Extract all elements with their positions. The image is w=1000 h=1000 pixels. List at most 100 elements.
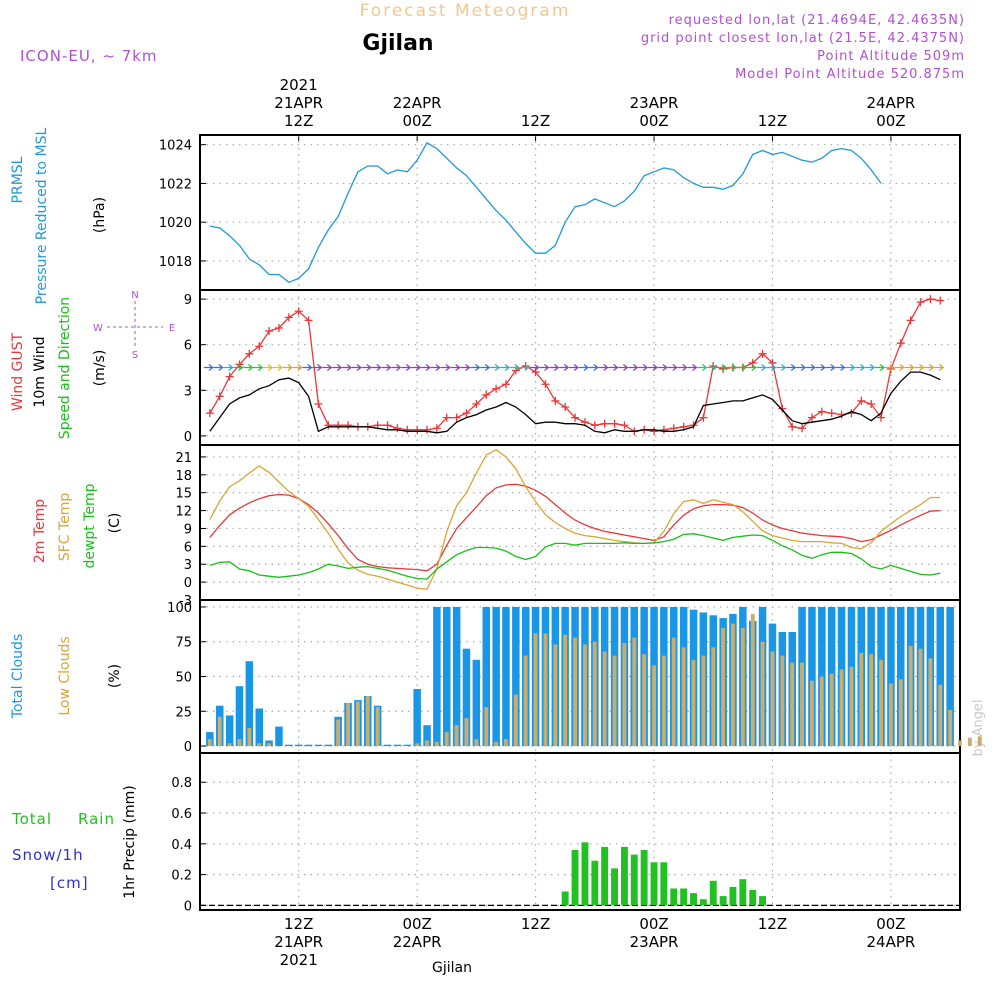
low-cloud-bar xyxy=(938,684,943,746)
wind-arrow xyxy=(559,364,570,371)
wind-arrow xyxy=(430,364,441,371)
tick-label: 0.8 xyxy=(171,776,192,791)
low-cloud-bar xyxy=(928,658,933,746)
low-cloud-bar xyxy=(908,645,913,746)
compass-rose: N S W E xyxy=(93,290,175,361)
tick-label: -3 xyxy=(179,594,192,609)
gust-marker xyxy=(492,384,501,393)
tick-label: 6 xyxy=(184,540,192,555)
low-cloud-bar xyxy=(948,709,953,747)
total-cloud-bar xyxy=(433,607,441,747)
tick-label: 25 xyxy=(175,705,192,720)
tick-label: 21 xyxy=(175,451,192,466)
gust-marker xyxy=(304,316,313,325)
wind-arrow xyxy=(509,364,520,371)
wind-arrow xyxy=(875,364,886,371)
top-time-label: 24APR xyxy=(866,94,915,112)
low-cloud-bar xyxy=(454,725,459,747)
bottom-time-label: 21APR xyxy=(274,933,323,951)
bottom-time-label: 12Z xyxy=(521,915,550,933)
low-cloud-bar xyxy=(888,683,893,747)
low-cloud-bar xyxy=(257,743,262,747)
top-time-label: 21APR xyxy=(274,94,323,112)
gust-marker xyxy=(867,399,876,408)
low-cloud-bar xyxy=(869,654,874,746)
rain-bar xyxy=(690,893,697,906)
compass-s: S xyxy=(132,350,138,361)
gust-marker xyxy=(590,421,599,430)
rain-bar xyxy=(591,860,599,906)
low-cloud-bar xyxy=(652,665,656,747)
low-cloud-bar xyxy=(701,655,706,746)
top-time-label: 00Z xyxy=(639,112,668,130)
precip-total-label: Total xyxy=(11,810,52,828)
low-cloud-bar xyxy=(533,633,538,747)
rain-bar xyxy=(640,850,648,906)
low-cloud-bar xyxy=(365,696,370,747)
low-cloud-bar xyxy=(543,633,548,747)
low-cloud-bar xyxy=(563,634,568,747)
low-cloud-bar xyxy=(642,654,647,746)
requested-coords: requested lon,lat (21.4694E, 42.4635N) xyxy=(669,13,965,28)
wind-arrow xyxy=(865,364,876,371)
gust-marker xyxy=(758,349,767,358)
tick-label: 1018 xyxy=(159,255,192,270)
low-cloud-bar xyxy=(859,652,864,747)
low-cloud-bar xyxy=(879,659,883,746)
rain-bar xyxy=(571,850,579,906)
gust-marker xyxy=(916,298,925,307)
precip-rain-label: Rain xyxy=(78,810,115,828)
gust-marker xyxy=(541,380,550,389)
gust-marker xyxy=(423,425,432,434)
panel-0: 1018 1020 1022 1024 xyxy=(159,134,961,291)
panel-frame xyxy=(199,599,961,754)
low-cloud-bar xyxy=(780,655,785,746)
total-cloud-bar xyxy=(808,607,816,747)
total-cloud-bar xyxy=(324,744,333,747)
total-cloud-bar xyxy=(462,648,471,747)
wind-arrow xyxy=(598,364,609,371)
total-cloud-bar xyxy=(285,744,293,747)
wind-arrow xyxy=(924,364,935,371)
low-cloud-bar xyxy=(622,643,627,746)
total-cloud-bar xyxy=(206,732,214,746)
gust-marker xyxy=(936,296,945,305)
bottom-time-label: 2021 xyxy=(280,951,318,969)
wind-arrow xyxy=(736,364,747,371)
wind-arrow xyxy=(549,364,560,371)
wind-arrow xyxy=(835,364,846,371)
low-cloud-bar xyxy=(661,655,666,746)
tick-label: 9 xyxy=(184,293,192,308)
rain-bar xyxy=(561,891,569,906)
gust-marker xyxy=(255,342,264,351)
wind-arrow xyxy=(578,364,589,371)
low-cloud-bar xyxy=(247,728,252,747)
wind-arrow xyxy=(707,364,718,371)
total-cloud-bar xyxy=(946,607,954,747)
wind-arrow xyxy=(519,364,530,371)
gust-marker xyxy=(807,413,816,422)
tick-label: 1022 xyxy=(159,177,192,192)
bottom-time-label: 12Z xyxy=(758,915,787,933)
low-cloud-bar xyxy=(346,702,350,746)
low-cloud-bar xyxy=(898,679,903,747)
rain-bar xyxy=(660,862,668,906)
low-cloud-bar xyxy=(474,739,479,747)
wind-arrow xyxy=(272,364,283,371)
gust-marker xyxy=(265,327,274,336)
rain-bar xyxy=(719,896,727,906)
rain-bar xyxy=(709,880,717,906)
tick-label: 3 xyxy=(184,558,192,573)
wind-arrow xyxy=(934,364,945,371)
grid-coords: grid point closest lon,lat (21.5E, 42.43… xyxy=(641,31,965,46)
total-cloud-bar xyxy=(403,744,411,747)
low-cloud-bar xyxy=(494,741,498,747)
gust-marker xyxy=(462,409,471,418)
low-cloud-bar xyxy=(375,707,380,746)
low-cloud-bar xyxy=(721,627,725,746)
pressure-unit: (hPa) xyxy=(92,197,108,233)
tick-label: 100 xyxy=(167,601,192,616)
rain-bar xyxy=(581,842,589,906)
total-cloud-bar xyxy=(452,607,461,747)
